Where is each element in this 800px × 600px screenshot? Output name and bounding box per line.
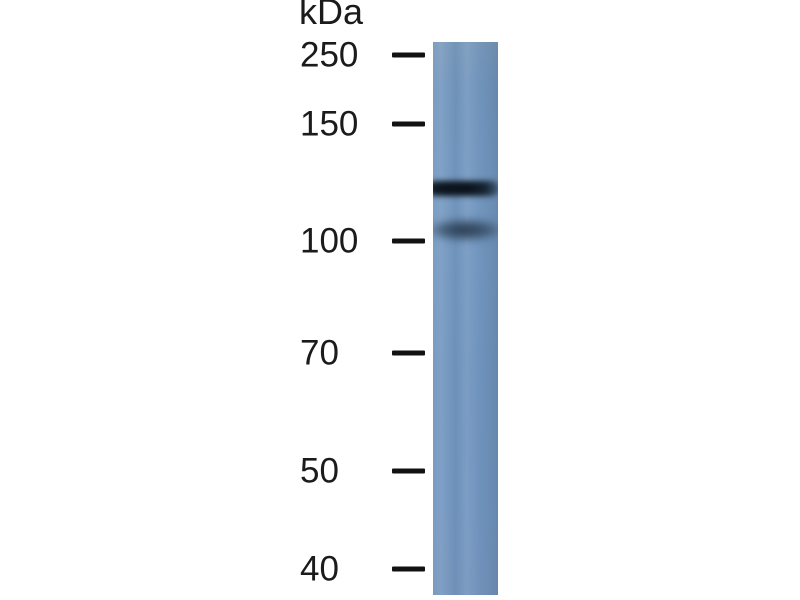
protein-band-glow <box>433 218 498 242</box>
blot-lane <box>433 42 498 595</box>
marker-label-70: 70 <box>300 333 339 373</box>
marker-tick-50 <box>392 468 425 474</box>
protein-band <box>433 181 498 196</box>
marker-tick-150 <box>392 121 425 127</box>
marker-label-100: 100 <box>300 221 359 261</box>
marker-tick-70 <box>392 350 425 356</box>
kda-unit-label: kDa <box>299 0 364 32</box>
marker-label-40: 40 <box>300 549 339 589</box>
marker-label-250: 250 <box>300 35 359 75</box>
marker-label-150: 150 <box>300 104 359 144</box>
marker-tick-100 <box>392 238 425 244</box>
marker-tick-40 <box>392 566 425 572</box>
marker-tick-250 <box>392 52 425 58</box>
marker-label-50: 50 <box>300 451 339 491</box>
